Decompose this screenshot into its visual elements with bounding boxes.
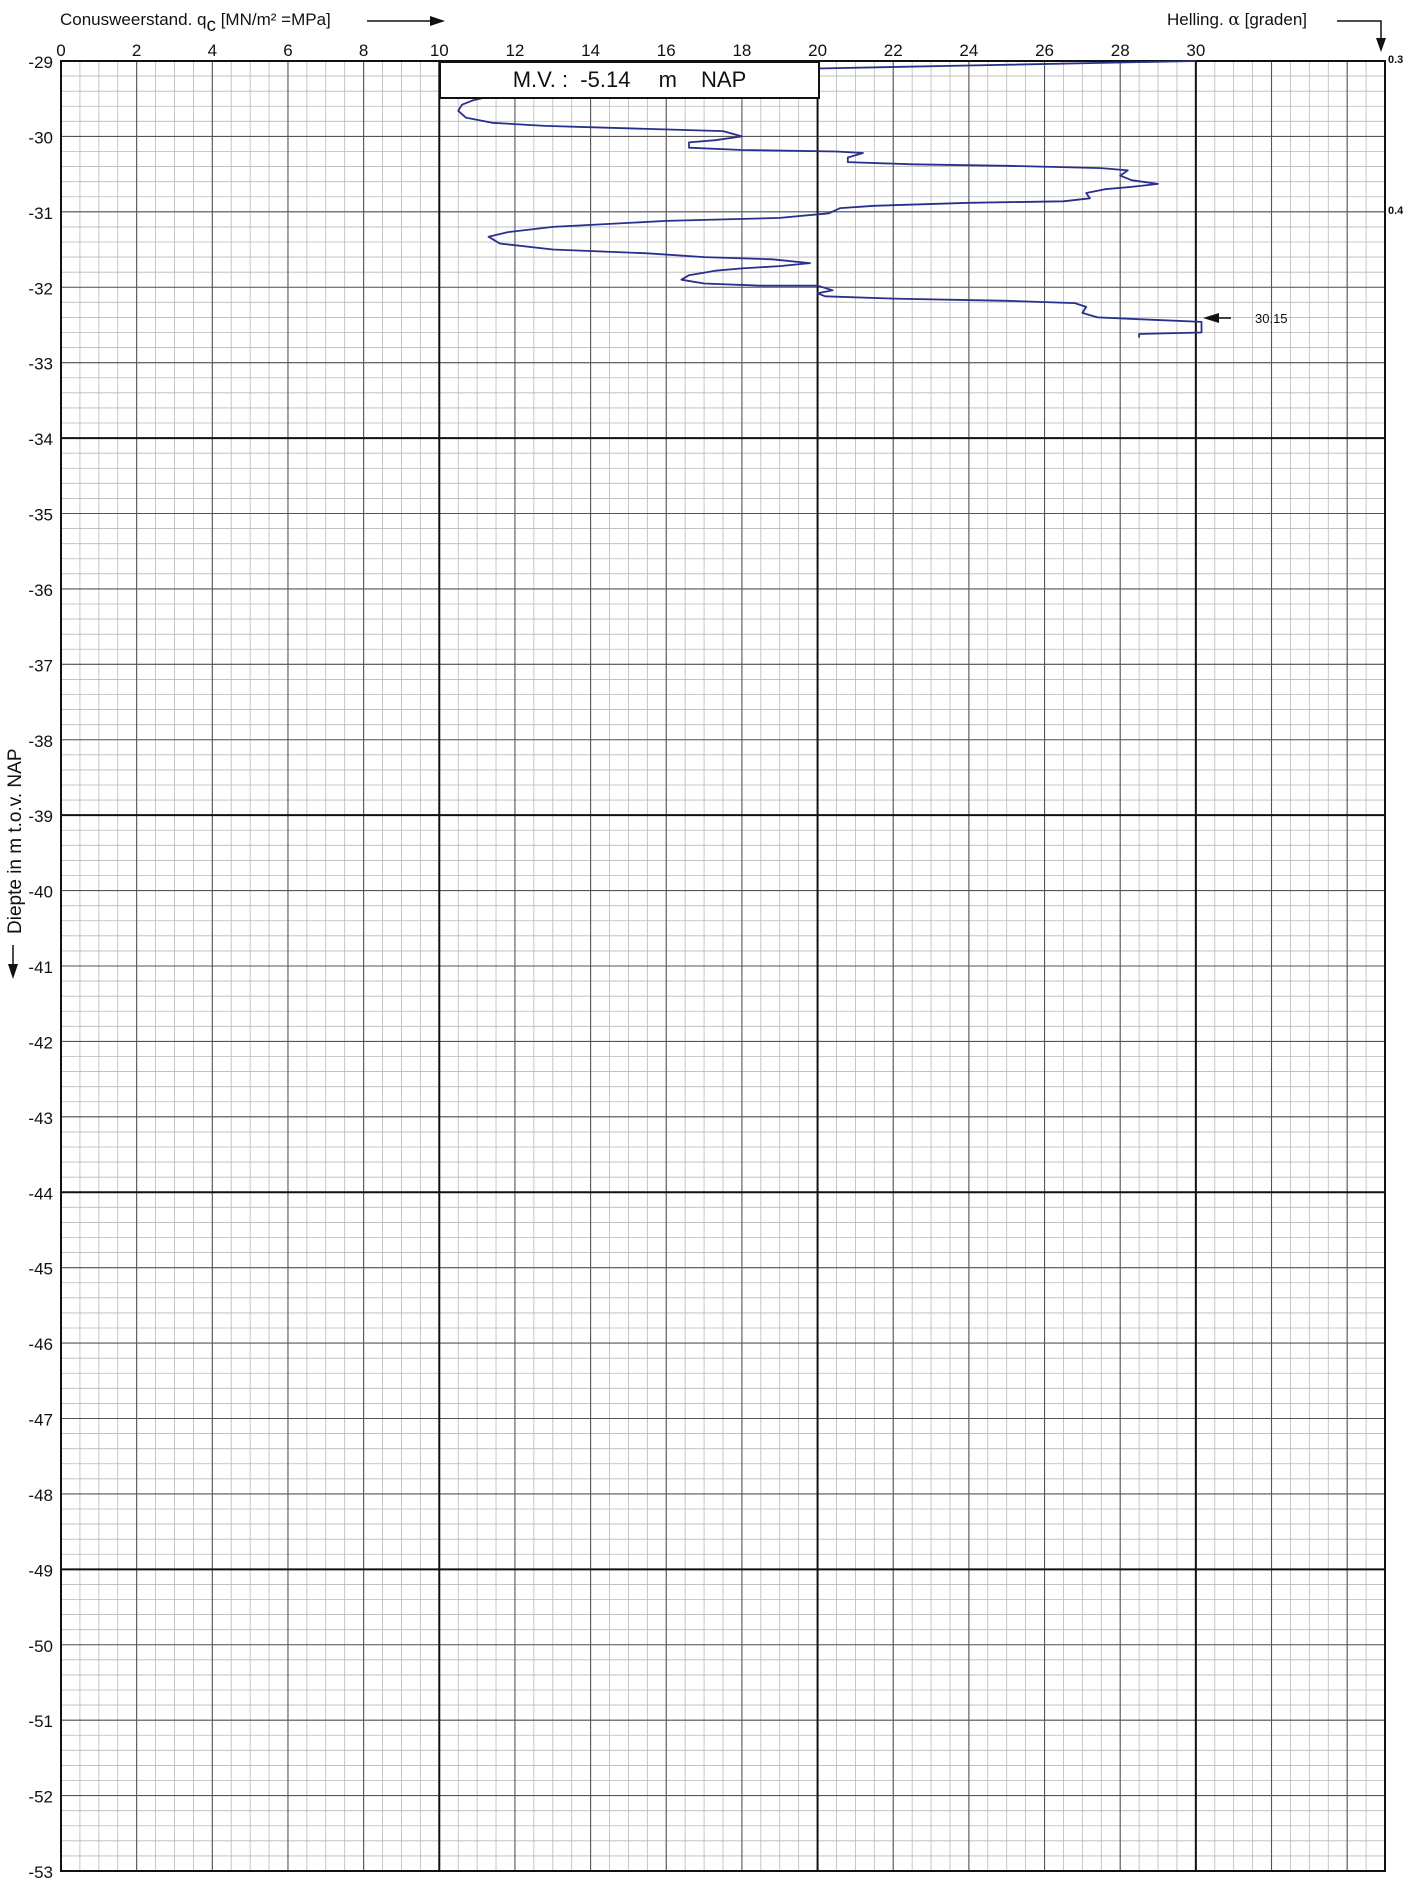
y-tick-label: -51 — [28, 1712, 53, 1731]
right-axis-title: Helling. α [graden] — [1167, 10, 1307, 30]
mv-label: M.V. : — [512, 67, 569, 92]
y-axis-arrow — [8, 945, 18, 979]
x-tick-label: 24 — [959, 41, 978, 60]
right-title-arrow — [1337, 20, 1386, 52]
y-tick-label: -50 — [28, 1637, 53, 1656]
x-tick-label: 2 — [132, 41, 141, 60]
x-tick-label: 14 — [581, 41, 600, 60]
x-tick-label: 18 — [732, 41, 751, 60]
y-tick-label: -47 — [28, 1411, 53, 1430]
y-tick-labels: -29 -30 -31 -32 -33 -34 -35 -36 -37 -38 -39 -40 -41 -… — [28, 53, 53, 1881]
series-layer — [457, 60, 1203, 338]
y-tick-label: -41 — [28, 958, 53, 977]
y-tick-label: -32 — [28, 279, 53, 298]
x-title-subscript: c — [206, 15, 216, 36]
x-title-prefix: Conusweerstand. q — [60, 10, 207, 29]
mv-unit: m — [658, 67, 677, 92]
right-axis-label: 0.3 — [1388, 54, 1403, 66]
y-tick-label: -43 — [28, 1109, 53, 1128]
y-tick-label: -46 — [28, 1335, 53, 1354]
right-title-unit: [graden] — [1239, 10, 1308, 29]
right-title-prefix: Helling. — [1167, 10, 1229, 29]
x-title-unit: [MN/m² =MPa] — [215, 10, 331, 29]
annotation-30-15: 30.15 — [1203, 311, 1288, 326]
qc-series-line — [457, 60, 1203, 338]
annotation-label: 30.15 — [1255, 311, 1288, 326]
y-tick-label: -31 — [28, 204, 53, 223]
mv-value: -5.14 — [580, 67, 631, 92]
x-tick-label: 0 — [56, 41, 65, 60]
y-tick-label: -44 — [28, 1184, 53, 1203]
x-tick-label: 30 — [1186, 41, 1205, 60]
x-tick-label: 6 — [283, 41, 292, 60]
y-tick-label: -30 — [28, 128, 53, 147]
y-tick-label: -39 — [28, 807, 53, 826]
y-tick-label: -49 — [28, 1561, 53, 1580]
right-axis-label: 0.4 — [1388, 205, 1404, 217]
mv-ref: NAP — [701, 67, 747, 92]
x-tick-label: 28 — [1111, 41, 1130, 60]
y-tick-label: -34 — [28, 430, 53, 449]
x-tick-label: 26 — [1035, 41, 1054, 60]
x-tick-label: 16 — [657, 41, 676, 60]
x-tick-label: 22 — [884, 41, 903, 60]
right-axis-ticks: 0.3 0.4 — [1388, 54, 1404, 217]
y-tick-label: -29 — [28, 53, 53, 72]
y-tick-label: -42 — [28, 1033, 53, 1052]
x-title-arrow — [367, 16, 445, 26]
y-tick-label: -52 — [28, 1788, 53, 1807]
y-tick-label: -36 — [28, 581, 53, 600]
ground-level-box: M.V. : -5.14 m NAP — [439, 61, 820, 99]
x-tick-label: 4 — [208, 41, 217, 60]
x-tick-label: 8 — [359, 41, 368, 60]
y-tick-label: -40 — [28, 883, 53, 902]
y-tick-label: -38 — [28, 732, 53, 751]
y-tick-label: -35 — [28, 506, 53, 525]
y-tick-label: -45 — [28, 1260, 53, 1279]
y-tick-label: -48 — [28, 1486, 53, 1505]
y-tick-label: -37 — [28, 656, 53, 675]
x-tick-labels: 0 2 4 6 8 10 12 14 16 18 20 22 24 26 28 30 — [56, 41, 1205, 60]
x-axis-title: Conusweerstand. qc [MN/m² =MPa] — [60, 10, 331, 37]
y-tick-label: -53 — [28, 1863, 53, 1881]
alpha-symbol: α — [1228, 10, 1240, 30]
x-tick-label: 10 — [430, 41, 449, 60]
x-tick-label: 20 — [808, 41, 827, 60]
major-grid — [60, 60, 1386, 1872]
y-tick-label: -33 — [28, 355, 53, 374]
x-tick-label: 12 — [505, 41, 524, 60]
y-axis-title: Diepte in m t.o.v. NAP — [5, 748, 26, 935]
